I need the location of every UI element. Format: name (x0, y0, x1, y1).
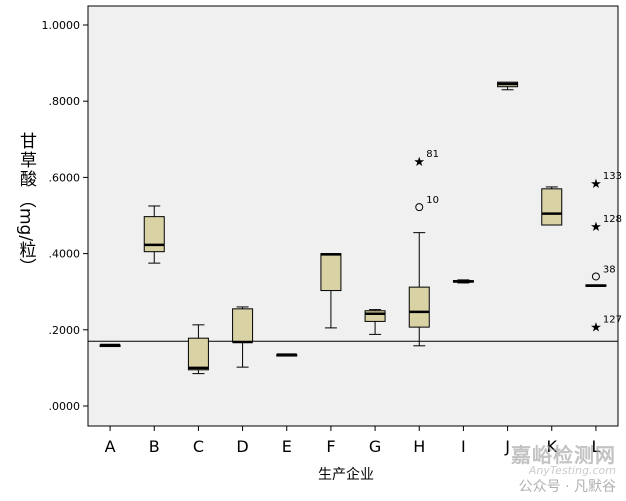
box-F (320, 253, 342, 292)
watermark: 嘉峪检测网 AnyTesting.com 公众号 · 凡默谷 (511, 443, 616, 495)
outlier-label: 128 (603, 214, 622, 225)
y-axis-title: 甘草酸 （mg/粒） (14, 132, 38, 302)
x-tick-label: L (591, 437, 600, 456)
y-axis-title-unit: （mg/粒） (15, 191, 36, 276)
y-tick-label: .6000 (49, 171, 81, 184)
x-tick-label: C (193, 437, 204, 456)
y-tick-label: 1.0000 (42, 19, 81, 32)
x-axis-title: 生产企业 (318, 467, 374, 483)
x-tick-label: J (504, 437, 510, 456)
x-tick-label: H (413, 437, 425, 456)
outlier-star: ★ (590, 220, 602, 235)
y-tick-label: .2000 (49, 324, 81, 337)
watermark-brand: 嘉峪检测网 (511, 443, 616, 467)
outlier-label: 133 (603, 171, 622, 182)
outlier-circle (415, 203, 424, 212)
y-axis-title-main: 甘草酸 (16, 132, 36, 189)
x-tick-label: D (236, 437, 248, 456)
outlier-label: 38 (603, 264, 616, 275)
outlier-label: 10 (426, 195, 439, 206)
outlier-label: 127 (603, 314, 622, 325)
x-tick-label: F (326, 437, 335, 456)
x-tick-label: B (149, 437, 160, 456)
x-tick-label: I (461, 437, 466, 456)
watermark-url: AnyTesting.com (528, 464, 616, 477)
y-tick-label: .4000 (49, 248, 81, 261)
outlier-star: ★ (413, 155, 425, 170)
outlier-circle (591, 272, 600, 281)
y-tick-label: .0000 (49, 400, 81, 413)
outlier-star: ★ (590, 177, 602, 192)
x-tick-label: E (282, 437, 292, 456)
box-K (541, 188, 563, 226)
outlier-label: 81 (426, 149, 439, 160)
x-tick-label: G (369, 437, 381, 456)
box-D (232, 308, 254, 343)
y-tick-label: .8000 (49, 95, 81, 108)
box-B (143, 216, 165, 253)
box-H (408, 286, 430, 328)
watermark-account: 公众号 · 凡默谷 (518, 479, 616, 495)
box-C (187, 337, 209, 371)
x-tick-label: K (547, 437, 558, 456)
x-tick-label: A (105, 437, 116, 456)
outlier-star: ★ (590, 320, 602, 335)
plot-area (87, 5, 619, 427)
box-G (364, 310, 386, 322)
